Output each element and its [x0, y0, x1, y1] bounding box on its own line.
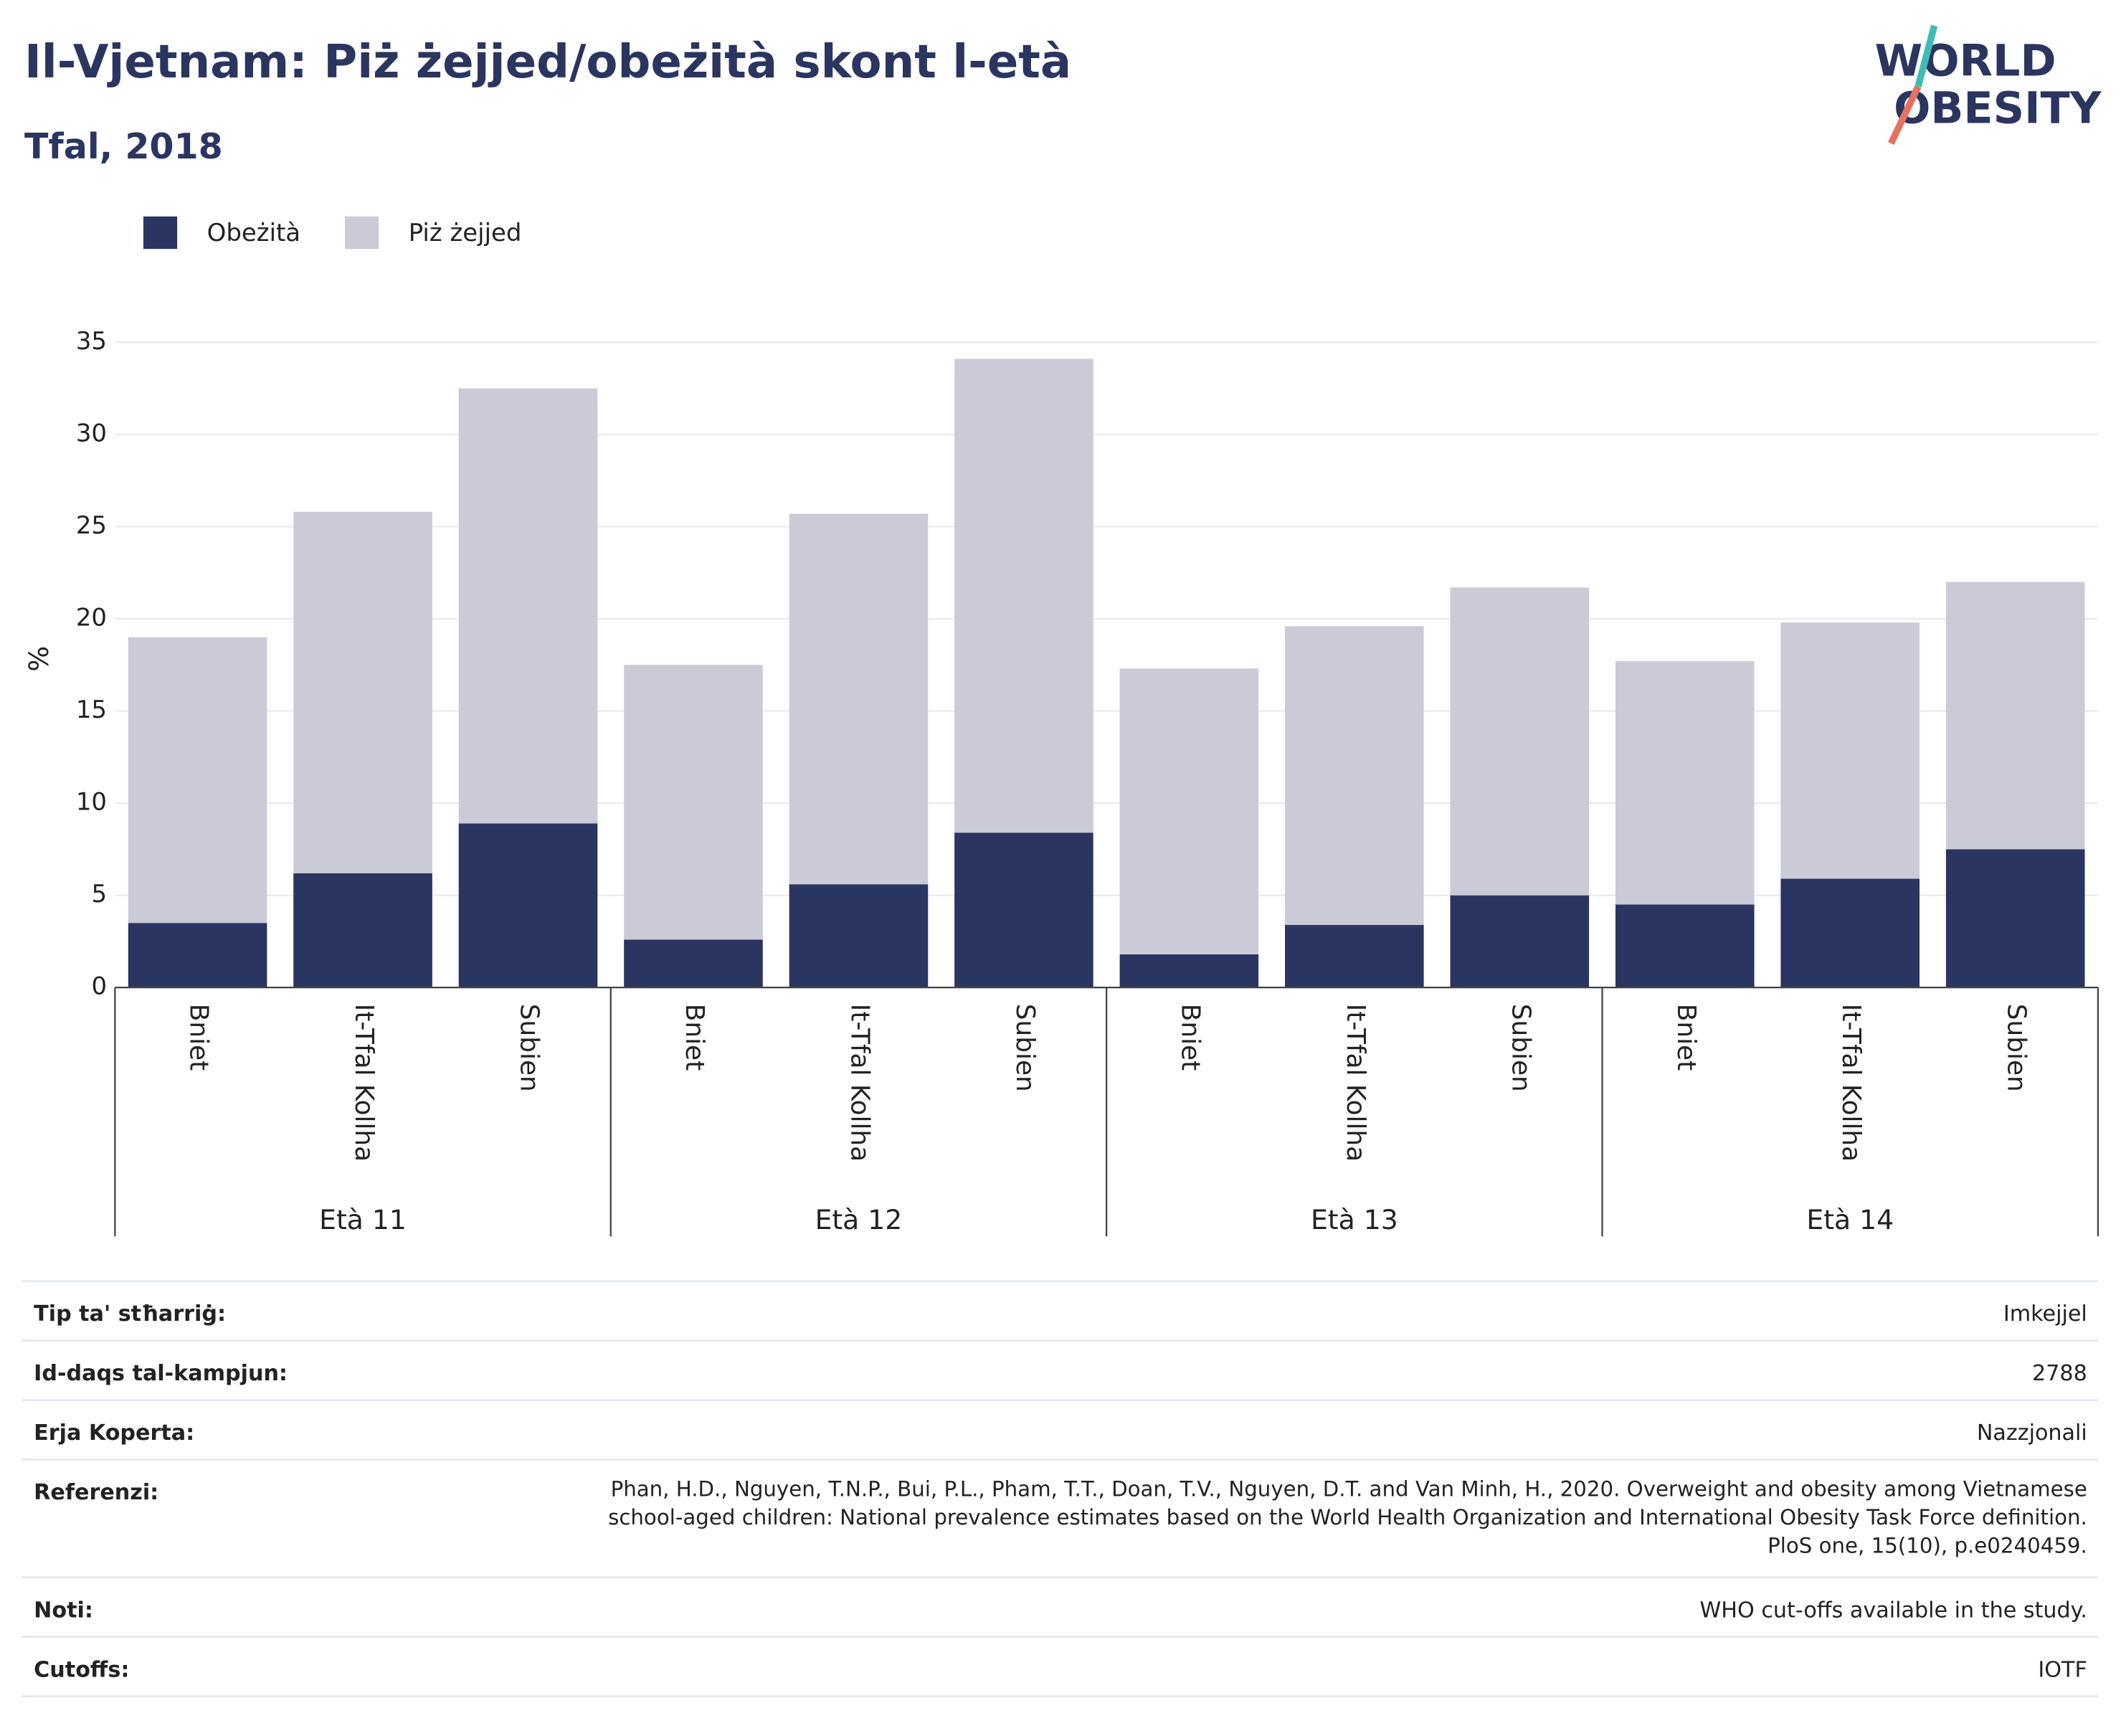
bar-segment	[1119, 668, 1259, 954]
logo-slash	[1914, 24, 1938, 87]
bar-segment	[1285, 924, 1424, 988]
bar-segment	[1285, 626, 1424, 925]
bar-segment	[1615, 661, 1755, 905]
y-tick-label: 0	[91, 972, 107, 1001]
bar-segment	[954, 359, 1093, 833]
legend-swatch	[143, 216, 178, 250]
y-tick-label: 10	[76, 788, 107, 817]
bar-segment	[293, 511, 432, 873]
x-tick-label: It-Tfal Kollha	[1341, 1004, 1370, 1162]
logo-text: OBESITY	[1894, 83, 2102, 133]
table-value: WHO cut-offs available in the study.	[1699, 1598, 2087, 1623]
x-tick-label: It-Tfal Kollha	[1836, 1004, 1866, 1162]
x-tick-label: It-Tfal Kollha	[845, 1004, 874, 1162]
x-tick-label: Bniet	[1671, 1004, 1701, 1071]
group-label: Età 11	[319, 1204, 407, 1235]
logo-slash	[1888, 85, 1922, 146]
bar-segment	[293, 873, 432, 988]
group-label: Età 12	[815, 1204, 903, 1235]
x-tick-label: Bniet	[1175, 1004, 1205, 1071]
table-label: Erja Koperta:	[34, 1420, 194, 1446]
bar-segment	[128, 637, 267, 924]
y-tick-label: 15	[76, 696, 107, 724]
bar-segment	[624, 939, 763, 988]
table-label: Tip ta' stħarriġ:	[34, 1301, 226, 1327]
bar-segment	[1780, 622, 1920, 879]
bar-segment	[1450, 587, 1590, 896]
table-label: Referenzi:	[34, 1480, 158, 1505]
y-tick-label: 5	[91, 880, 107, 909]
chart-title: Il-Vjetnam: Piż żejjed/obeżità skont l-e…	[24, 35, 1071, 89]
table-value: Imkejjel	[2003, 1301, 2087, 1327]
x-tick-label: Subien	[515, 1004, 544, 1092]
bar-segment	[1945, 849, 2085, 988]
table-label: Id-daqs tal-kampjun:	[34, 1361, 288, 1386]
table-label: Cutoffs:	[34, 1657, 129, 1682]
bar-segment	[458, 388, 598, 824]
legend-label: Obeżità	[207, 219, 300, 247]
bar-segment	[1945, 582, 2085, 850]
bar-segment	[1615, 904, 1755, 988]
x-tick-label: It-Tfal Kollha	[349, 1004, 379, 1162]
legend-label: Piż żejjed	[409, 219, 522, 247]
bar-segment	[1780, 878, 1920, 988]
bar-segment	[1450, 895, 1590, 988]
bar-segment	[1119, 954, 1259, 988]
logo-text: WORLD	[1875, 36, 2056, 86]
table-label: Noti:	[34, 1598, 93, 1623]
y-axis-label: %	[23, 646, 54, 672]
table-value: IOTF	[2038, 1657, 2087, 1682]
table-value: Phan, H.D., Nguyen, T.N.P., Bui, P.L., P…	[608, 1477, 2087, 1559]
bar-segment	[954, 833, 1093, 988]
y-tick-label: 25	[76, 511, 107, 540]
table-value: 2788	[2032, 1361, 2087, 1386]
group-label: Età 13	[1311, 1204, 1398, 1235]
x-tick-label: Bniet	[680, 1004, 709, 1071]
table-value: Nazzjonali	[1977, 1420, 2087, 1446]
bar-segment	[789, 884, 929, 988]
x-tick-label: Subien	[1506, 1004, 1535, 1092]
reference-text: Phan, H.D., Nguyen, T.N.P., Bui, P.L., P…	[608, 1477, 2087, 1559]
group-label: Età 14	[1806, 1204, 1894, 1235]
y-tick-label: 35	[76, 327, 107, 356]
legend-swatch	[345, 216, 379, 250]
bar-segment	[789, 513, 929, 885]
y-tick-label: 30	[76, 419, 107, 447]
x-tick-label: Subien	[2002, 1004, 2031, 1092]
x-tick-label: Bniet	[184, 1004, 214, 1071]
bar-segment	[128, 923, 267, 988]
x-tick-label: Subien	[1010, 1004, 1040, 1092]
bar-segment	[624, 665, 763, 940]
chart-subtitle: Tfal, 2018	[24, 125, 223, 167]
bar-segment	[458, 823, 598, 988]
y-tick-label: 20	[76, 603, 107, 632]
